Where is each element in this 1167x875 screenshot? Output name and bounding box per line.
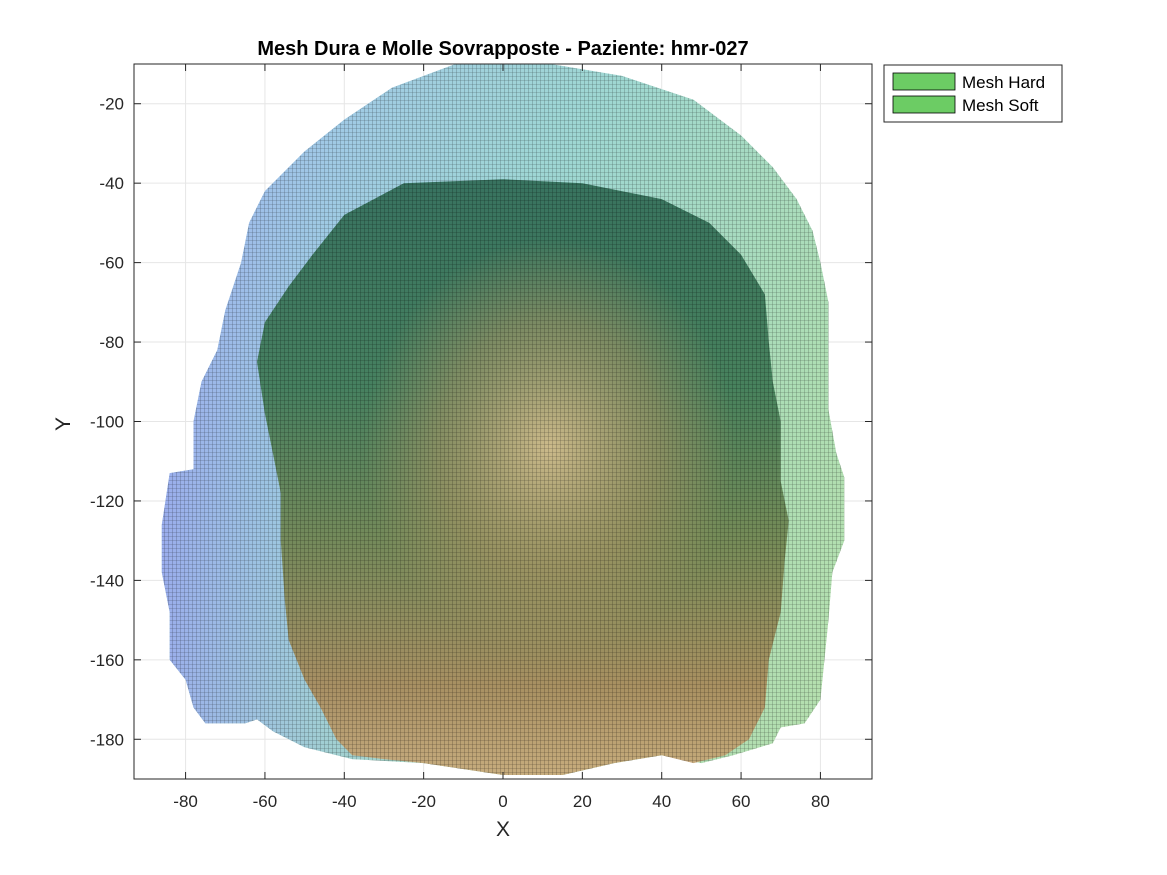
legend-swatch-mesh-hard: [892, 72, 956, 91]
y-tick-label: -120: [90, 492, 124, 511]
x-tick-label: 60: [732, 792, 751, 811]
x-tick-label: 40: [652, 792, 671, 811]
y-tick-label: -180: [90, 730, 124, 749]
x-tick-label: -60: [253, 792, 278, 811]
x-tick-label: -80: [173, 792, 198, 811]
y-tick-label: -160: [90, 651, 124, 670]
legend-label-mesh-soft: Mesh Soft: [962, 96, 1039, 115]
axis-ticks: -80 -60 -40 -20 0 20 40 60 80 -20 -40 -60 -80 -100 -12…: [90, 64, 872, 811]
y-tick-label: -40: [99, 174, 124, 193]
mesh-layers: [161, 64, 845, 775]
y-tick-label: -140: [90, 571, 124, 590]
y-tick-label: -20: [99, 95, 124, 114]
legend[interactable]: Mesh Hard Mesh Soft: [883, 64, 1063, 123]
y-tick-label: -60: [99, 254, 124, 273]
x-tick-label: 80: [811, 792, 830, 811]
x-tick-label: -20: [411, 792, 436, 811]
mesh-hard-grid: [257, 179, 789, 775]
y-tick-label: -100: [90, 413, 124, 432]
legend-label-mesh-hard: Mesh Hard: [962, 73, 1045, 92]
legend-swatch-mesh-soft: [892, 95, 956, 114]
x-axis-label: X: [496, 818, 510, 841]
chart-title: Mesh Dura e Molle Sovrapposte - Paziente…: [257, 38, 748, 60]
x-tick-label: 0: [498, 792, 507, 811]
x-tick-label: 20: [573, 792, 592, 811]
y-tick-label: -80: [99, 333, 124, 352]
y-axis-label: Y: [52, 417, 75, 431]
x-tick-label: -40: [332, 792, 357, 811]
